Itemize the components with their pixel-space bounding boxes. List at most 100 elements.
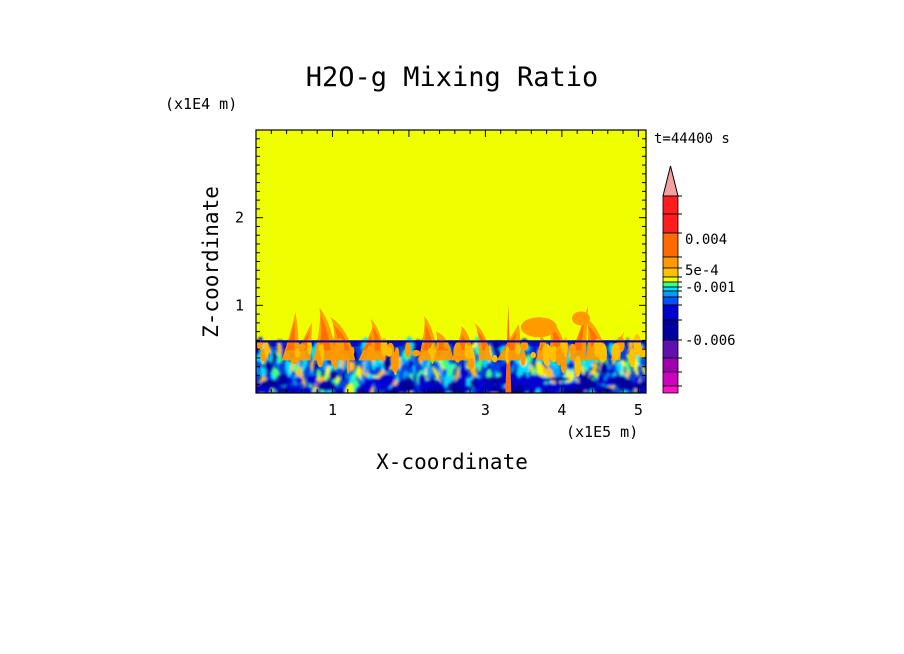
field-patch: [557, 382, 570, 389]
field-patch: [294, 377, 304, 384]
colorbar-swatch: [662, 296, 679, 306]
field-patch: [426, 386, 444, 393]
mix-patch: [467, 358, 475, 370]
field-patch: [578, 378, 596, 391]
field-patch: [636, 354, 641, 367]
field-patch: [535, 361, 544, 377]
mix-patch: [349, 346, 355, 356]
plume-core: [502, 332, 517, 351]
colorbar-swatch: [662, 195, 679, 215]
field-patch: [548, 376, 570, 382]
x-tick-label: 4: [557, 401, 566, 419]
time-label: t=44400 s: [654, 131, 730, 147]
mix-patch: [307, 339, 312, 355]
mix-patch: [405, 341, 412, 358]
colorbar-swatch: [662, 357, 679, 373]
field-patch: [597, 373, 605, 385]
colorbar-label: -0.006: [685, 333, 736, 349]
field-patch: [356, 365, 362, 381]
plume-core: [423, 324, 434, 351]
colorbar: [662, 165, 682, 394]
field-patch: [336, 376, 341, 383]
field-patch: [344, 383, 354, 393]
field-patch: [421, 358, 433, 378]
axis-ticks: [256, 130, 646, 393]
field-patch: [341, 368, 348, 382]
field-patch: [597, 386, 614, 393]
mix-patch: [335, 337, 345, 359]
field-patch: [379, 373, 395, 387]
plume-core: [286, 320, 295, 351]
mix-patch: [560, 356, 567, 374]
x-tick-label: 1: [328, 401, 337, 419]
y-tick-labels: 12: [235, 209, 244, 315]
field-patch: [409, 360, 415, 368]
field-patch: [384, 388, 401, 393]
mix-patch: [464, 342, 468, 359]
field-patch: [518, 363, 526, 375]
mix-patch: [298, 343, 306, 351]
colorbar-label: 5e-4: [685, 263, 719, 279]
field-patch: [364, 356, 371, 375]
field-patch: [475, 383, 485, 393]
field-patch: [319, 380, 334, 388]
mix-patch: [366, 345, 373, 359]
plume-core: [333, 325, 350, 351]
field-patch: [487, 385, 502, 393]
colorbar-label: -0.001: [685, 280, 736, 296]
mix-patch: [453, 342, 462, 363]
mix-patch: [484, 345, 490, 353]
field-patch: [350, 373, 354, 380]
field-patch: [562, 386, 585, 393]
field-patch: [300, 371, 304, 378]
colorbar-swatch: [662, 319, 679, 341]
field-patch: [414, 389, 419, 393]
mix-patch: [264, 342, 270, 358]
mix-patch: [391, 351, 399, 373]
field-patch: [402, 343, 406, 352]
y-tick-label: 2: [235, 209, 244, 227]
field-patch: [307, 375, 317, 385]
mix-patch: [294, 348, 301, 358]
y-axis-unit: (x1E4 m): [165, 95, 237, 113]
mix-patch: [611, 343, 621, 360]
field-patch: [446, 364, 455, 379]
x-tick-labels: 1 2 3 4 5: [328, 401, 643, 419]
mix-patch: [507, 350, 511, 362]
mix-patch: [320, 343, 325, 362]
colorbar-labels: 0.004 5e-4-0.001 -0.006: [685, 232, 736, 349]
mix-patch: [520, 341, 529, 351]
mix-patch: [346, 355, 350, 374]
colorbar-swatch: [662, 232, 679, 258]
colorbar-swatch: [662, 213, 679, 234]
field-patch: [437, 362, 445, 381]
field-patch: [269, 353, 273, 364]
colorbar-swatch: [662, 256, 679, 269]
mix-patch: [590, 346, 595, 353]
plume-blob: [572, 311, 590, 326]
plume: [568, 305, 589, 361]
heatmap-field: [256, 303, 646, 393]
mix-patch: [412, 349, 421, 357]
colorbar-label: 0.004: [685, 232, 727, 248]
y-axis-label: Z-coordinate: [199, 186, 223, 338]
field-patch: [299, 363, 303, 368]
mix-patch: [530, 352, 536, 359]
field-patch: [483, 376, 504, 384]
field-patch: [452, 363, 457, 369]
mix-patch: [574, 355, 582, 377]
mix-patch: [430, 343, 435, 364]
mix-patch: [563, 336, 568, 358]
colorbar-swatch: [662, 276, 679, 283]
field-patch: [302, 386, 313, 393]
field-patch: [539, 383, 560, 393]
colorbar-swatch: [662, 339, 679, 359]
field-patch: [257, 384, 264, 393]
colorbar-swatch: [662, 267, 679, 278]
mix-patch: [569, 343, 577, 356]
field-patch: [275, 374, 288, 386]
plume-core: [572, 313, 586, 351]
colorbar-swatch: [662, 286, 679, 292]
bl-edge: [256, 340, 646, 343]
mix-patch: [639, 348, 646, 358]
